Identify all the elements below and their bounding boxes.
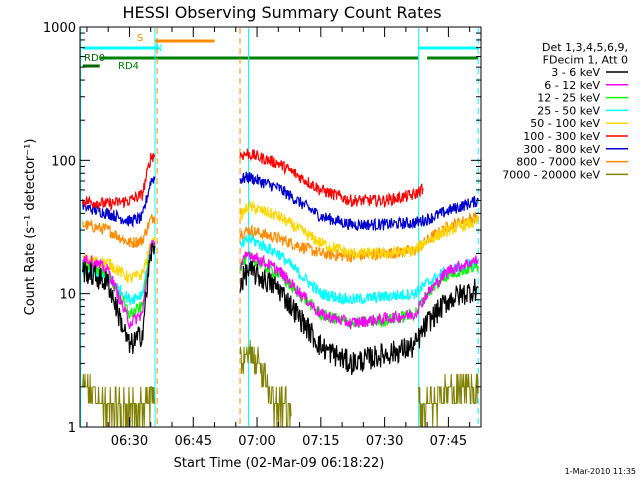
series-7000-20000-kev — [239, 339, 292, 428]
legend: Det 1,3,4,5,6,9,FDecim 1, Att 03 - 6 keV… — [502, 41, 628, 181]
series-12-25-kev — [239, 251, 479, 330]
legend-label: 6 - 12 keV — [544, 79, 600, 92]
x-tick-label: 06:30 — [111, 434, 148, 449]
series-800-7000-kev — [82, 213, 156, 248]
flag-label-rd0: RD0 — [84, 53, 105, 64]
series-layer — [82, 147, 479, 428]
x-tick-label: 07:30 — [366, 434, 403, 449]
series-25-50-kev — [239, 233, 479, 306]
x-tick-label: 07:45 — [430, 434, 467, 449]
y-axis: 1 10 100 1000 — [43, 21, 481, 436]
legend-label: 3 - 6 keV — [551, 66, 600, 79]
series-6-12-kev — [82, 239, 156, 329]
series-50-100-kev — [239, 200, 479, 261]
series-100-300-kev — [82, 152, 156, 212]
x-axis-label: Start Time (02-Mar-09 06:18:22) — [174, 456, 385, 471]
series-50-100-kev — [82, 236, 156, 284]
y-tick-label: 10 — [59, 288, 76, 303]
legend-label: 7000 - 20000 keV — [502, 168, 600, 181]
series-3-6-kev — [239, 260, 479, 375]
legend-label: 25 - 50 keV — [537, 104, 600, 117]
series-300-800-kev — [82, 176, 156, 228]
legend-label: 100 - 300 keV — [523, 130, 600, 143]
series-300-800-kev — [239, 171, 479, 232]
flag-label-rd4: RD4 — [118, 61, 139, 72]
series-6-12-kev — [239, 250, 479, 330]
flag-layer: S N RD0 RD4 — [82, 33, 479, 72]
legend-header: FDecim 1, Att 0 — [543, 54, 628, 67]
y-tick-label: 1000 — [43, 21, 76, 36]
series-7000-20000-kev — [418, 373, 479, 428]
legend-header: Det 1,3,4,5,6,9, — [542, 41, 628, 54]
flag-label-s: S — [137, 33, 143, 44]
x-axis: 06:30 06:45 07:00 07:15 07:30 07:45 — [86, 27, 471, 449]
series-7000-20000-kev — [82, 373, 155, 428]
legend-label: 800 - 7000 keV — [516, 156, 600, 169]
y-axis-label: Count Rate (s⁻¹ detector⁻¹) — [23, 139, 38, 316]
legend-label: 300 - 800 keV — [523, 143, 600, 156]
x-tick-label: 07:00 — [238, 434, 275, 449]
series-3-6-kev — [82, 242, 156, 355]
plot-frame — [79, 26, 482, 428]
series-100-300-kev — [239, 147, 424, 209]
legend-label: 12 - 25 keV — [537, 92, 600, 105]
legend-label: 50 - 100 keV — [530, 117, 600, 130]
y-tick-label: 1 — [68, 421, 76, 436]
vline-layer — [80, 28, 479, 426]
flag-label-n: N — [155, 43, 162, 54]
footer-timestamp: 1-Mar-2010 11:35 — [565, 467, 636, 476]
x-tick-label: 06:45 — [175, 434, 212, 449]
y-tick-label: 100 — [51, 154, 76, 169]
x-tick-label: 07:15 — [302, 434, 339, 449]
chart-title: HESSI Observing Summary Count Rates — [122, 3, 441, 22]
